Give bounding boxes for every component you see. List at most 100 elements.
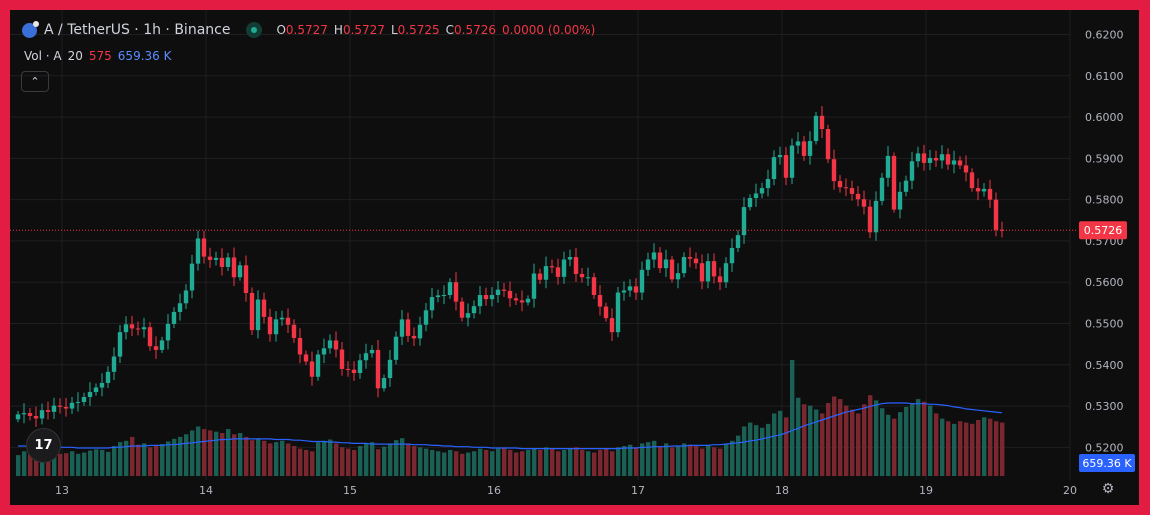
- volume-bar: [634, 447, 639, 476]
- candle-body: [387, 359, 393, 378]
- volume-bar: [742, 426, 747, 476]
- candle-body: [45, 410, 51, 412]
- volume-bar: [814, 409, 819, 476]
- candle-body: [951, 160, 957, 165]
- y-tick-label: 0.5500: [1085, 318, 1124, 331]
- last-price-badge: [1079, 221, 1127, 240]
- volume-bar: [544, 447, 549, 476]
- volume-bar: [232, 434, 237, 476]
- candle-body: [243, 265, 249, 293]
- volume-bar: [772, 413, 777, 476]
- candle-body: [513, 298, 519, 301]
- candle-body: [123, 324, 129, 333]
- volume-bar: [424, 448, 429, 476]
- candle-body: [657, 252, 663, 269]
- volume-bar: [748, 422, 753, 476]
- volume-bar: [28, 453, 33, 476]
- volume-bar: [652, 440, 657, 476]
- candle-body: [75, 401, 81, 403]
- chevron-up-icon: ⌃: [30, 75, 40, 88]
- candle-body: [429, 297, 435, 311]
- volume-bar: [208, 430, 213, 476]
- volume-bar: [166, 441, 171, 476]
- volume-bar: [160, 444, 165, 476]
- candle-body: [843, 187, 849, 189]
- volume-bar: [802, 404, 807, 476]
- open-value: 0.5727: [285, 23, 328, 37]
- candle-body: [399, 319, 405, 337]
- volume-length: 20: [67, 49, 83, 63]
- candle-body: [465, 313, 471, 318]
- tradingview-logo-icon[interactable]: 17: [26, 428, 61, 463]
- volume-bar: [94, 449, 99, 476]
- volume-bar: [256, 438, 261, 476]
- volume-bar: [778, 410, 783, 476]
- volume-bar: [388, 443, 393, 476]
- candle-body: [819, 115, 825, 130]
- volume-bar: [796, 397, 801, 476]
- candle-body: [351, 369, 357, 374]
- candle-body: [225, 257, 231, 267]
- candle-body: [567, 257, 573, 260]
- symbol-title[interactable]: A / TetherUS · 1h · Binance: [44, 22, 231, 38]
- candle-body: [345, 368, 351, 370]
- volume-bar: [508, 449, 513, 476]
- volume-bar: [472, 451, 477, 476]
- candle-body: [441, 295, 447, 297]
- candle-body: [729, 247, 735, 264]
- volume-bar: [466, 452, 471, 476]
- volume-bar: [628, 444, 633, 476]
- volume-bar: [562, 449, 567, 476]
- volume-legend[interactable]: Vol · A 20 575 659.36 K: [24, 49, 171, 63]
- candle-body: [507, 290, 513, 299]
- volume-bar: [286, 443, 291, 476]
- y-tick-label: 0.5300: [1085, 400, 1124, 413]
- volume-bar: [604, 448, 609, 476]
- gear-icon[interactable]: ⚙: [1101, 481, 1115, 497]
- volume-bar: [58, 453, 63, 476]
- volume-bar: [364, 443, 369, 476]
- volume-bar: [526, 449, 531, 476]
- x-tick-label: 17: [631, 484, 645, 497]
- candle-body: [849, 188, 855, 194]
- volume-bar: [520, 451, 525, 476]
- volume-bar: [712, 447, 717, 476]
- candle-body: [231, 257, 237, 278]
- candle-body: [183, 290, 189, 304]
- candle-body: [897, 191, 903, 210]
- x-tick-label: 20: [1063, 484, 1077, 497]
- candle-body: [921, 153, 927, 163]
- candle-body: [591, 277, 597, 296]
- candle-body: [939, 154, 945, 161]
- candle-body: [993, 199, 999, 230]
- candle-body: [321, 348, 327, 355]
- volume-bar: [334, 443, 339, 476]
- volume-bar: [964, 422, 969, 476]
- volume-bar: [430, 449, 435, 476]
- candle-body: [291, 324, 297, 338]
- chart-header: A / TetherUS · 1h · Binance O0.5727 H0.5…: [22, 20, 595, 38]
- candlestick-chart[interactable]: 0.62000.61000.60000.59000.58000.57000.56…: [10, 10, 1139, 505]
- candle-body: [699, 263, 705, 282]
- volume-bar: [730, 440, 735, 476]
- candle-body: [891, 155, 897, 210]
- candle-body: [93, 387, 99, 393]
- candle-body: [285, 317, 291, 325]
- volume-bar: [34, 456, 39, 476]
- y-tick-label: 0.5800: [1085, 194, 1124, 207]
- volume-bar: [190, 430, 195, 476]
- x-tick-label: 15: [343, 484, 357, 497]
- candle-body: [51, 405, 57, 412]
- volume-bar: [178, 436, 183, 476]
- collapse-legend-button[interactable]: ⌃: [21, 71, 49, 92]
- volume-bar: [862, 404, 867, 476]
- candle-body: [357, 360, 363, 374]
- candle-body: [735, 235, 741, 248]
- volume-bar: [670, 447, 675, 476]
- volume-bar: [148, 447, 153, 476]
- volume-bar: [376, 449, 381, 476]
- volume-bar: [250, 440, 255, 476]
- volume-label: Vol · A: [24, 49, 62, 63]
- volume-bar: [658, 446, 663, 476]
- volume-bar: [358, 446, 363, 476]
